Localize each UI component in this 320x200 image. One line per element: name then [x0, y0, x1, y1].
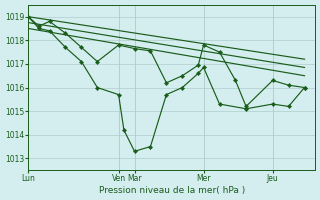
X-axis label: Pression niveau de la mer( hPa ): Pression niveau de la mer( hPa )	[99, 186, 245, 195]
